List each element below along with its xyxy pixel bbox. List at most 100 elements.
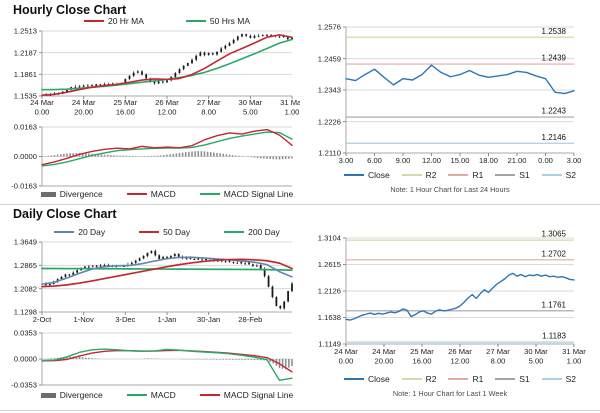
x-tick-label: 3.00 bbox=[567, 156, 582, 165]
y-tick-label: 1.2082 bbox=[14, 284, 37, 293]
pivot-value-label: 1.1183 bbox=[542, 332, 566, 341]
pivot-value-label: 1.2146 bbox=[542, 133, 567, 142]
daily-macd-legend: Divergence MACD MACD Signal Line bbox=[40, 390, 294, 400]
series-Close bbox=[345, 272, 575, 321]
line-swatch-icon bbox=[541, 378, 562, 380]
y-tick-label: 1.2226 bbox=[318, 117, 341, 126]
legend-label: 200 Day bbox=[248, 227, 280, 237]
line-swatch-icon bbox=[344, 378, 364, 380]
pivot-week-note: Note: 1 Hour Chart for Last 1 Week bbox=[392, 389, 508, 398]
y-tick-label: 1.1298 bbox=[14, 308, 37, 317]
series-MACD bbox=[41, 348, 293, 382]
x-tick-label: 6.00 bbox=[367, 156, 382, 165]
legend-item-r2: R2 bbox=[401, 374, 437, 384]
legend-item-s2: S2 bbox=[541, 374, 576, 384]
line-swatch-icon bbox=[344, 174, 364, 176]
x-tick-label: 1-Jan bbox=[158, 315, 177, 324]
line-swatch-icon bbox=[401, 378, 422, 380]
y-tick-label: 1.2576 bbox=[318, 23, 341, 32]
line-swatch-icon bbox=[54, 231, 75, 233]
hourly-macd: 0.0163 0.0000 -0.0163 bbox=[11, 123, 293, 191]
legend-label: R1 bbox=[472, 170, 484, 180]
bar-swatch-icon bbox=[40, 392, 56, 398]
hourly-chart-title: Hourly Close Chart bbox=[13, 3, 127, 17]
legend-item-200-day: 200 Day bbox=[224, 227, 280, 237]
legend-label: Divergence bbox=[59, 189, 103, 199]
legend-label: R1 bbox=[472, 374, 484, 384]
legend-item-50-hrs-ma: 50 Hrs MA bbox=[185, 16, 251, 26]
daily-macd: 0.0353 0.0000 -0.0353 bbox=[11, 329, 293, 390]
y-tick-label: 1.1149 bbox=[318, 340, 341, 349]
legend-item-s2: S2 bbox=[541, 170, 576, 180]
y-tick-label: 1.2513 bbox=[14, 27, 37, 36]
series-20 Day bbox=[41, 256, 293, 286]
x-tick-label: 15.00 bbox=[450, 156, 469, 165]
y-tick-label: 1.3649 bbox=[14, 238, 37, 247]
pivot-value-label: 1.2243 bbox=[542, 107, 567, 116]
pivot-value-label: 1.2538 bbox=[542, 27, 567, 36]
hourly-ma-legend: 20 Hr MA 50 Hrs MA bbox=[42, 16, 292, 26]
x-tick-label: 0.00 bbox=[538, 156, 553, 165]
legend-item-macd-signal-line: MACD Signal Line bbox=[199, 189, 293, 199]
legend-label: Close bbox=[368, 170, 390, 180]
x-tick-label: 28-Feb bbox=[238, 315, 262, 324]
daily-chart-title: Daily Close Chart bbox=[13, 207, 117, 221]
line-swatch-icon bbox=[448, 378, 469, 380]
legend-item-divergence: Divergence bbox=[40, 390, 103, 400]
y-tick-label: 1.2459 bbox=[318, 54, 341, 63]
x-tick-label: 30-Jan bbox=[197, 315, 220, 324]
pivot-week-legend: Close R2 R1 S1 S2 bbox=[344, 374, 576, 384]
line-swatch-icon bbox=[495, 378, 516, 380]
legend-label: S1 bbox=[519, 170, 530, 180]
x-tick-label: 27 Mar 8.00 bbox=[486, 347, 510, 366]
legend-label: MACD Signal Line bbox=[223, 390, 294, 400]
legend-label: 50 Hrs MA bbox=[209, 16, 251, 26]
y-tick-label: 1.2865 bbox=[14, 261, 37, 270]
y-tick-label: -0.0163 bbox=[11, 182, 37, 191]
y-tick-label: 1.3104 bbox=[318, 234, 341, 243]
x-tick-label: 24 Mar 20.00 bbox=[72, 98, 96, 117]
legend-label: S1 bbox=[519, 374, 530, 384]
x-tick-label: 2-Oct bbox=[33, 315, 52, 324]
line-swatch-icon bbox=[448, 174, 469, 176]
y-tick-label: 1.1638 bbox=[318, 313, 341, 322]
x-tick-label: 24 Mar 0.00 bbox=[30, 98, 54, 117]
section-divider bbox=[0, 204, 600, 205]
x-tick-label: 27 Mar 8.00 bbox=[197, 98, 221, 117]
pivot-value-label: 1.2702 bbox=[542, 249, 567, 258]
line-swatch-icon bbox=[401, 174, 422, 176]
y-tick-label: 1.2615 bbox=[318, 260, 341, 269]
line-swatch-icon bbox=[185, 20, 206, 22]
legend-item-close: Close bbox=[344, 170, 390, 180]
x-tick-label: 25 Mar 16.00 bbox=[410, 347, 434, 366]
legend-label: R2 bbox=[425, 374, 437, 384]
x-tick-label: 3.00 bbox=[339, 156, 354, 165]
legend-item-s1: S1 bbox=[495, 170, 530, 180]
legend-label: 20 Day bbox=[78, 227, 106, 237]
x-tick-label: 25 Mar 16.00 bbox=[114, 98, 138, 117]
x-tick-label: 9.00 bbox=[396, 156, 411, 165]
legend-label: MACD bbox=[150, 390, 176, 400]
line-swatch-icon bbox=[83, 20, 104, 22]
y-tick-label: 1.2110 bbox=[318, 149, 341, 158]
x-tick-label: 26 Mar 12.00 bbox=[155, 98, 179, 117]
legend-item-r1: R1 bbox=[448, 170, 483, 180]
y-tick-label: 1.2187 bbox=[14, 48, 37, 57]
x-tick-label: 21.00 bbox=[507, 156, 526, 165]
y-tick-label: 1.2343 bbox=[318, 86, 341, 95]
series-200 Day bbox=[41, 267, 293, 271]
legend-label: R2 bbox=[425, 170, 437, 180]
legend-item-50-day: 50 Day bbox=[139, 227, 190, 237]
y-tick-label: 0.0000 bbox=[14, 152, 37, 161]
y-tick-label: -0.0353 bbox=[11, 381, 37, 390]
line-swatch-icon bbox=[541, 174, 562, 176]
y-tick-label: 1.1861 bbox=[14, 70, 37, 79]
y-tick-label: 0.0000 bbox=[14, 355, 37, 364]
